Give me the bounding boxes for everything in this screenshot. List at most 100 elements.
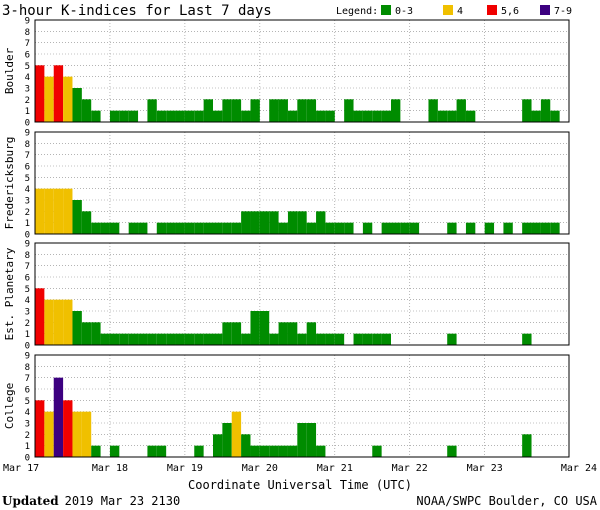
bar <box>81 211 92 234</box>
y-tick-label: 8 <box>25 363 30 373</box>
bar <box>119 110 129 122</box>
bar <box>306 99 317 122</box>
y-tick-label: 5 <box>25 397 30 407</box>
panel: 0 123 456 789 Boulder <box>3 17 570 129</box>
bar <box>447 445 457 457</box>
legend-entry-label: 5,6 <box>501 6 519 17</box>
bar <box>353 333 363 345</box>
bar <box>241 211 251 234</box>
bar <box>522 333 532 345</box>
bar <box>306 423 317 457</box>
footer-updated-label: Updated <box>2 494 59 508</box>
y-tick-label: 8 <box>25 28 30 38</box>
y-tick-label: 3 <box>25 85 30 95</box>
bar <box>231 99 242 122</box>
bar <box>269 99 279 122</box>
footer-updated: Updated 2019 Mar 23 2130 <box>2 494 180 508</box>
x-tick-label: Mar 24 <box>561 463 597 474</box>
panel: 0 123 456 789 Fredericksburg <box>3 129 570 241</box>
bar <box>53 299 64 345</box>
bar <box>91 222 101 234</box>
bar <box>35 188 45 234</box>
bar <box>156 333 167 345</box>
bar <box>540 99 551 122</box>
x-axis-label: Coordinate Universal Time (UTC) <box>188 478 412 492</box>
y-tick-label: 0 <box>25 454 30 464</box>
bar <box>213 333 223 345</box>
legend: Legend: 0-3 4 5,6 7-9 <box>336 5 572 17</box>
legend-label: Legend: <box>336 6 378 17</box>
y-tick-label: 5 <box>25 174 30 184</box>
bar <box>531 110 541 122</box>
x-tick-label: Mar 19 <box>167 463 203 474</box>
bar <box>447 222 457 234</box>
bar <box>316 333 326 345</box>
bar <box>269 445 279 457</box>
bar <box>184 110 195 122</box>
bar <box>203 99 213 122</box>
y-tick-label: 8 <box>25 251 30 261</box>
bar <box>44 76 54 122</box>
bar <box>334 333 345 345</box>
bar <box>100 333 110 345</box>
y-tick-label: 9 <box>25 352 30 362</box>
bar <box>522 99 532 122</box>
bar <box>259 311 270 345</box>
y-tick-label: 7 <box>25 262 30 272</box>
bar <box>44 411 54 457</box>
legend-entry-label: 4 <box>457 6 463 17</box>
panel: 0 123 456 789 Est. Planetary <box>3 240 570 352</box>
y-tick-label: 2 <box>25 96 30 106</box>
bar <box>250 99 260 122</box>
bar <box>184 333 195 345</box>
panel-frame <box>34 242 570 346</box>
bar <box>297 333 307 345</box>
bar <box>63 188 73 234</box>
y-tick-label: 9 <box>25 240 30 250</box>
bar <box>287 211 298 234</box>
bar <box>100 222 110 234</box>
x-tick-label: Mar 23 <box>467 463 503 474</box>
bar <box>222 322 232 345</box>
bar <box>503 222 513 234</box>
bar <box>362 222 373 234</box>
bar <box>344 99 354 122</box>
panel-frame <box>34 19 570 123</box>
y-tick-label: 4 <box>25 73 30 83</box>
y-tick-label: 7 <box>25 374 30 384</box>
panel-station-name: College <box>3 383 16 429</box>
y-tick-label: 1 <box>25 330 30 340</box>
bar <box>325 110 335 122</box>
panel-station-name: Est. Planetary <box>3 247 16 340</box>
bar <box>222 423 232 457</box>
bar <box>306 322 317 345</box>
bar <box>175 110 185 122</box>
y-tick-label: 4 <box>25 296 30 306</box>
bar <box>194 222 204 234</box>
bar <box>278 222 288 234</box>
bar <box>287 322 298 345</box>
panel-station-name: Fredericksburg <box>3 137 16 230</box>
bar <box>156 110 167 122</box>
bar <box>409 222 420 234</box>
legend-swatch <box>540 5 550 15</box>
bar <box>362 110 373 122</box>
x-tick-label: Mar 18 <box>92 463 128 474</box>
y-tick-label: 2 <box>25 208 30 218</box>
bar <box>259 445 270 457</box>
y-tick-label: 4 <box>25 185 30 195</box>
bar <box>91 445 101 457</box>
bar <box>44 299 54 345</box>
bar <box>465 222 476 234</box>
bar <box>447 333 457 345</box>
bar <box>53 65 64 122</box>
bar <box>316 211 326 234</box>
bar <box>109 222 120 234</box>
bar <box>222 99 232 122</box>
bar <box>72 88 82 122</box>
bar <box>540 222 551 234</box>
bar <box>166 110 176 122</box>
bar <box>456 99 466 122</box>
bar <box>250 311 260 345</box>
bar <box>63 76 73 122</box>
